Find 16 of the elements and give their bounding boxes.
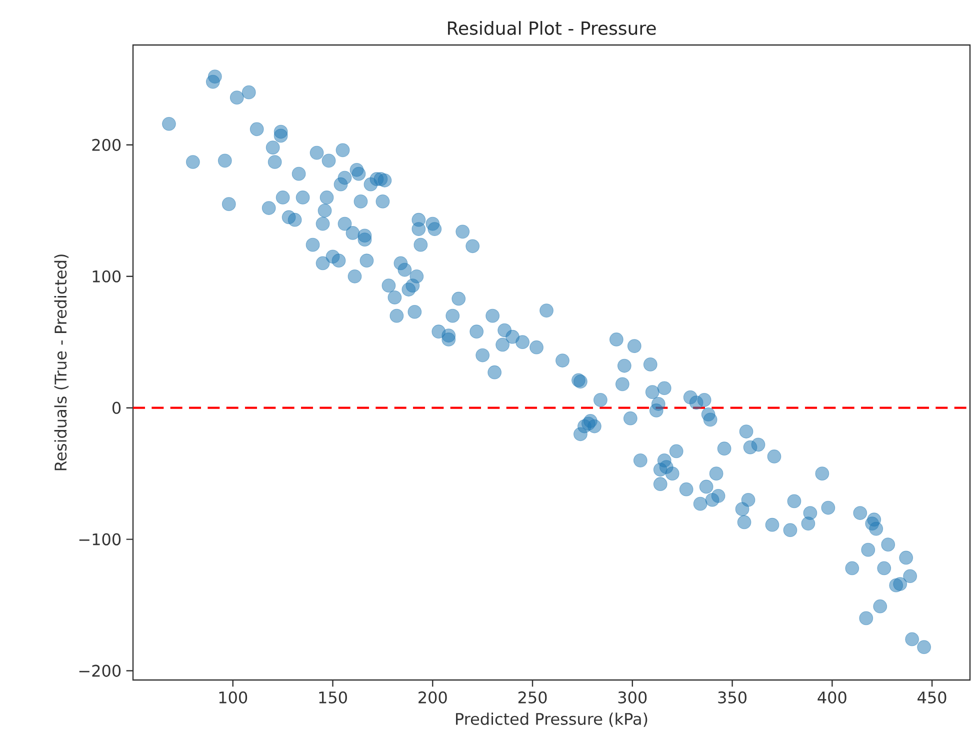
- y-axis-title: Residuals (True - Predicted): [54, 254, 69, 470]
- x-tick-label: 350: [718, 691, 746, 704]
- y-tick-label: 200: [92, 138, 121, 151]
- x-axis-title: Predicted Pressure (kPa): [456, 712, 648, 727]
- x-tick-label: 250: [518, 691, 547, 704]
- y-tick-label: −200: [79, 664, 121, 677]
- x-tick-label: 400: [818, 691, 846, 704]
- y-tick-label: 100: [92, 270, 121, 282]
- x-tick-label: 300: [618, 691, 647, 704]
- x-tick-label: 100: [219, 691, 248, 704]
- chart-title: Residual Plot - Pressure: [448, 21, 656, 35]
- y-tick-label: −100: [79, 533, 121, 546]
- x-tick-label: 450: [918, 691, 946, 704]
- y-tick-label: 0: [112, 402, 121, 414]
- x-tick-label: 200: [418, 691, 447, 704]
- x-tick-label: 150: [319, 691, 347, 704]
